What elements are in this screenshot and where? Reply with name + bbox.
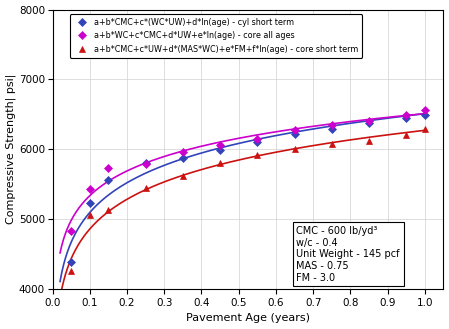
a+b*WC+c*CMC+d*UW+e*ln(age) - core all ages — [87, 187, 92, 191]
a+b*WC+c*CMC+d*UW+e*ln(age) - core all ages — [366, 119, 372, 123]
Text: CMC - 600 lb/yd³
w/c - 0.4
Unit Weight - 145 pcf
MAS - 0.75
FM - 3.0: CMC - 600 lb/yd³ w/c - 0.4 Unit Weight -… — [296, 226, 400, 283]
a+b*CMC+c*UW+d*(MAS*WC)+e*FM+f*ln(age) - core short term — [180, 174, 185, 178]
Y-axis label: Compressive Strength| psi|: Compressive Strength| psi| — [5, 74, 16, 224]
a+b*WC+c*CMC+d*UW+e*ln(age) - core all ages — [143, 162, 148, 166]
a+b*CMC+c*UW+d*(MAS*WC)+e*FM+f*ln(age) - core short term — [292, 147, 297, 151]
a+b*CMC+c*UW+d*(MAS*WC)+e*FM+f*ln(age) - core short term — [422, 127, 427, 131]
a+b*WC+c*CMC+d*UW+e*ln(age) - core all ages — [329, 123, 335, 127]
a+b*CMC+c*UW+d*(MAS*WC)+e*FM+f*ln(age) - core short term — [217, 161, 223, 165]
a+b*CMC+c*(WC*UW)+d*ln(age) - cyl short term — [87, 201, 92, 205]
a+b*CMC+c*UW+d*(MAS*WC)+e*FM+f*ln(age) - core short term — [366, 139, 372, 143]
a+b*CMC+c*(WC*UW)+d*ln(age) - cyl short term — [69, 260, 74, 264]
a+b*WC+c*CMC+d*UW+e*ln(age) - core all ages — [255, 137, 260, 141]
Line: a+b*CMC+c*UW+d*(MAS*WC)+e*FM+f*ln(age) - core short term: a+b*CMC+c*UW+d*(MAS*WC)+e*FM+f*ln(age) -… — [68, 126, 427, 274]
a+b*CMC+c*(WC*UW)+d*ln(age) - cyl short term — [180, 156, 185, 160]
a+b*WC+c*CMC+d*UW+e*ln(age) - core all ages — [180, 150, 185, 154]
a+b*WC+c*CMC+d*UW+e*ln(age) - core all ages — [422, 108, 427, 112]
a+b*CMC+c*(WC*UW)+d*ln(age) - cyl short term — [329, 127, 335, 131]
a+b*WC+c*CMC+d*UW+e*ln(age) - core all ages — [292, 128, 297, 132]
a+b*CMC+c*(WC*UW)+d*ln(age) - cyl short term — [292, 132, 297, 136]
Line: a+b*CMC+c*(WC*UW)+d*ln(age) - cyl short term: a+b*CMC+c*(WC*UW)+d*ln(age) - cyl short … — [68, 112, 427, 265]
a+b*CMC+c*UW+d*(MAS*WC)+e*FM+f*ln(age) - core short term — [404, 133, 409, 137]
a+b*CMC+c*UW+d*(MAS*WC)+e*FM+f*ln(age) - core short term — [87, 213, 92, 217]
a+b*CMC+c*(WC*UW)+d*ln(age) - cyl short term — [255, 139, 260, 143]
a+b*CMC+c*UW+d*(MAS*WC)+e*FM+f*ln(age) - core short term — [143, 186, 148, 190]
a+b*CMC+c*UW+d*(MAS*WC)+e*FM+f*ln(age) - core short term — [106, 208, 111, 212]
a+b*CMC+c*UW+d*(MAS*WC)+e*FM+f*ln(age) - core short term — [329, 142, 335, 146]
a+b*CMC+c*(WC*UW)+d*ln(age) - cyl short term — [366, 121, 372, 125]
a+b*CMC+c*(WC*UW)+d*ln(age) - cyl short term — [422, 113, 427, 117]
a+b*WC+c*CMC+d*UW+e*ln(age) - core all ages — [404, 113, 409, 117]
a+b*WC+c*CMC+d*UW+e*ln(age) - core all ages — [106, 166, 111, 170]
a+b*CMC+c*(WC*UW)+d*ln(age) - cyl short term — [404, 116, 409, 120]
X-axis label: Pavement Age (years): Pavement Age (years) — [186, 314, 310, 323]
a+b*CMC+c*(WC*UW)+d*ln(age) - cyl short term — [106, 178, 111, 182]
a+b*CMC+c*(WC*UW)+d*ln(age) - cyl short term — [217, 148, 223, 152]
Legend: a+b*CMC+c*(WC*UW)+d*ln(age) - cyl short term, a+b*WC+c*CMC+d*UW+e*ln(age) - core: a+b*CMC+c*(WC*UW)+d*ln(age) - cyl short … — [70, 14, 362, 58]
a+b*CMC+c*UW+d*(MAS*WC)+e*FM+f*ln(age) - core short term — [69, 269, 74, 273]
a+b*CMC+c*(WC*UW)+d*ln(age) - cyl short term — [143, 161, 148, 165]
Line: a+b*WC+c*CMC+d*UW+e*ln(age) - core all ages: a+b*WC+c*CMC+d*UW+e*ln(age) - core all a… — [68, 107, 427, 234]
a+b*CMC+c*UW+d*(MAS*WC)+e*FM+f*ln(age) - core short term — [255, 153, 260, 157]
a+b*WC+c*CMC+d*UW+e*ln(age) - core all ages — [69, 229, 74, 233]
a+b*WC+c*CMC+d*UW+e*ln(age) - core all ages — [217, 143, 223, 147]
